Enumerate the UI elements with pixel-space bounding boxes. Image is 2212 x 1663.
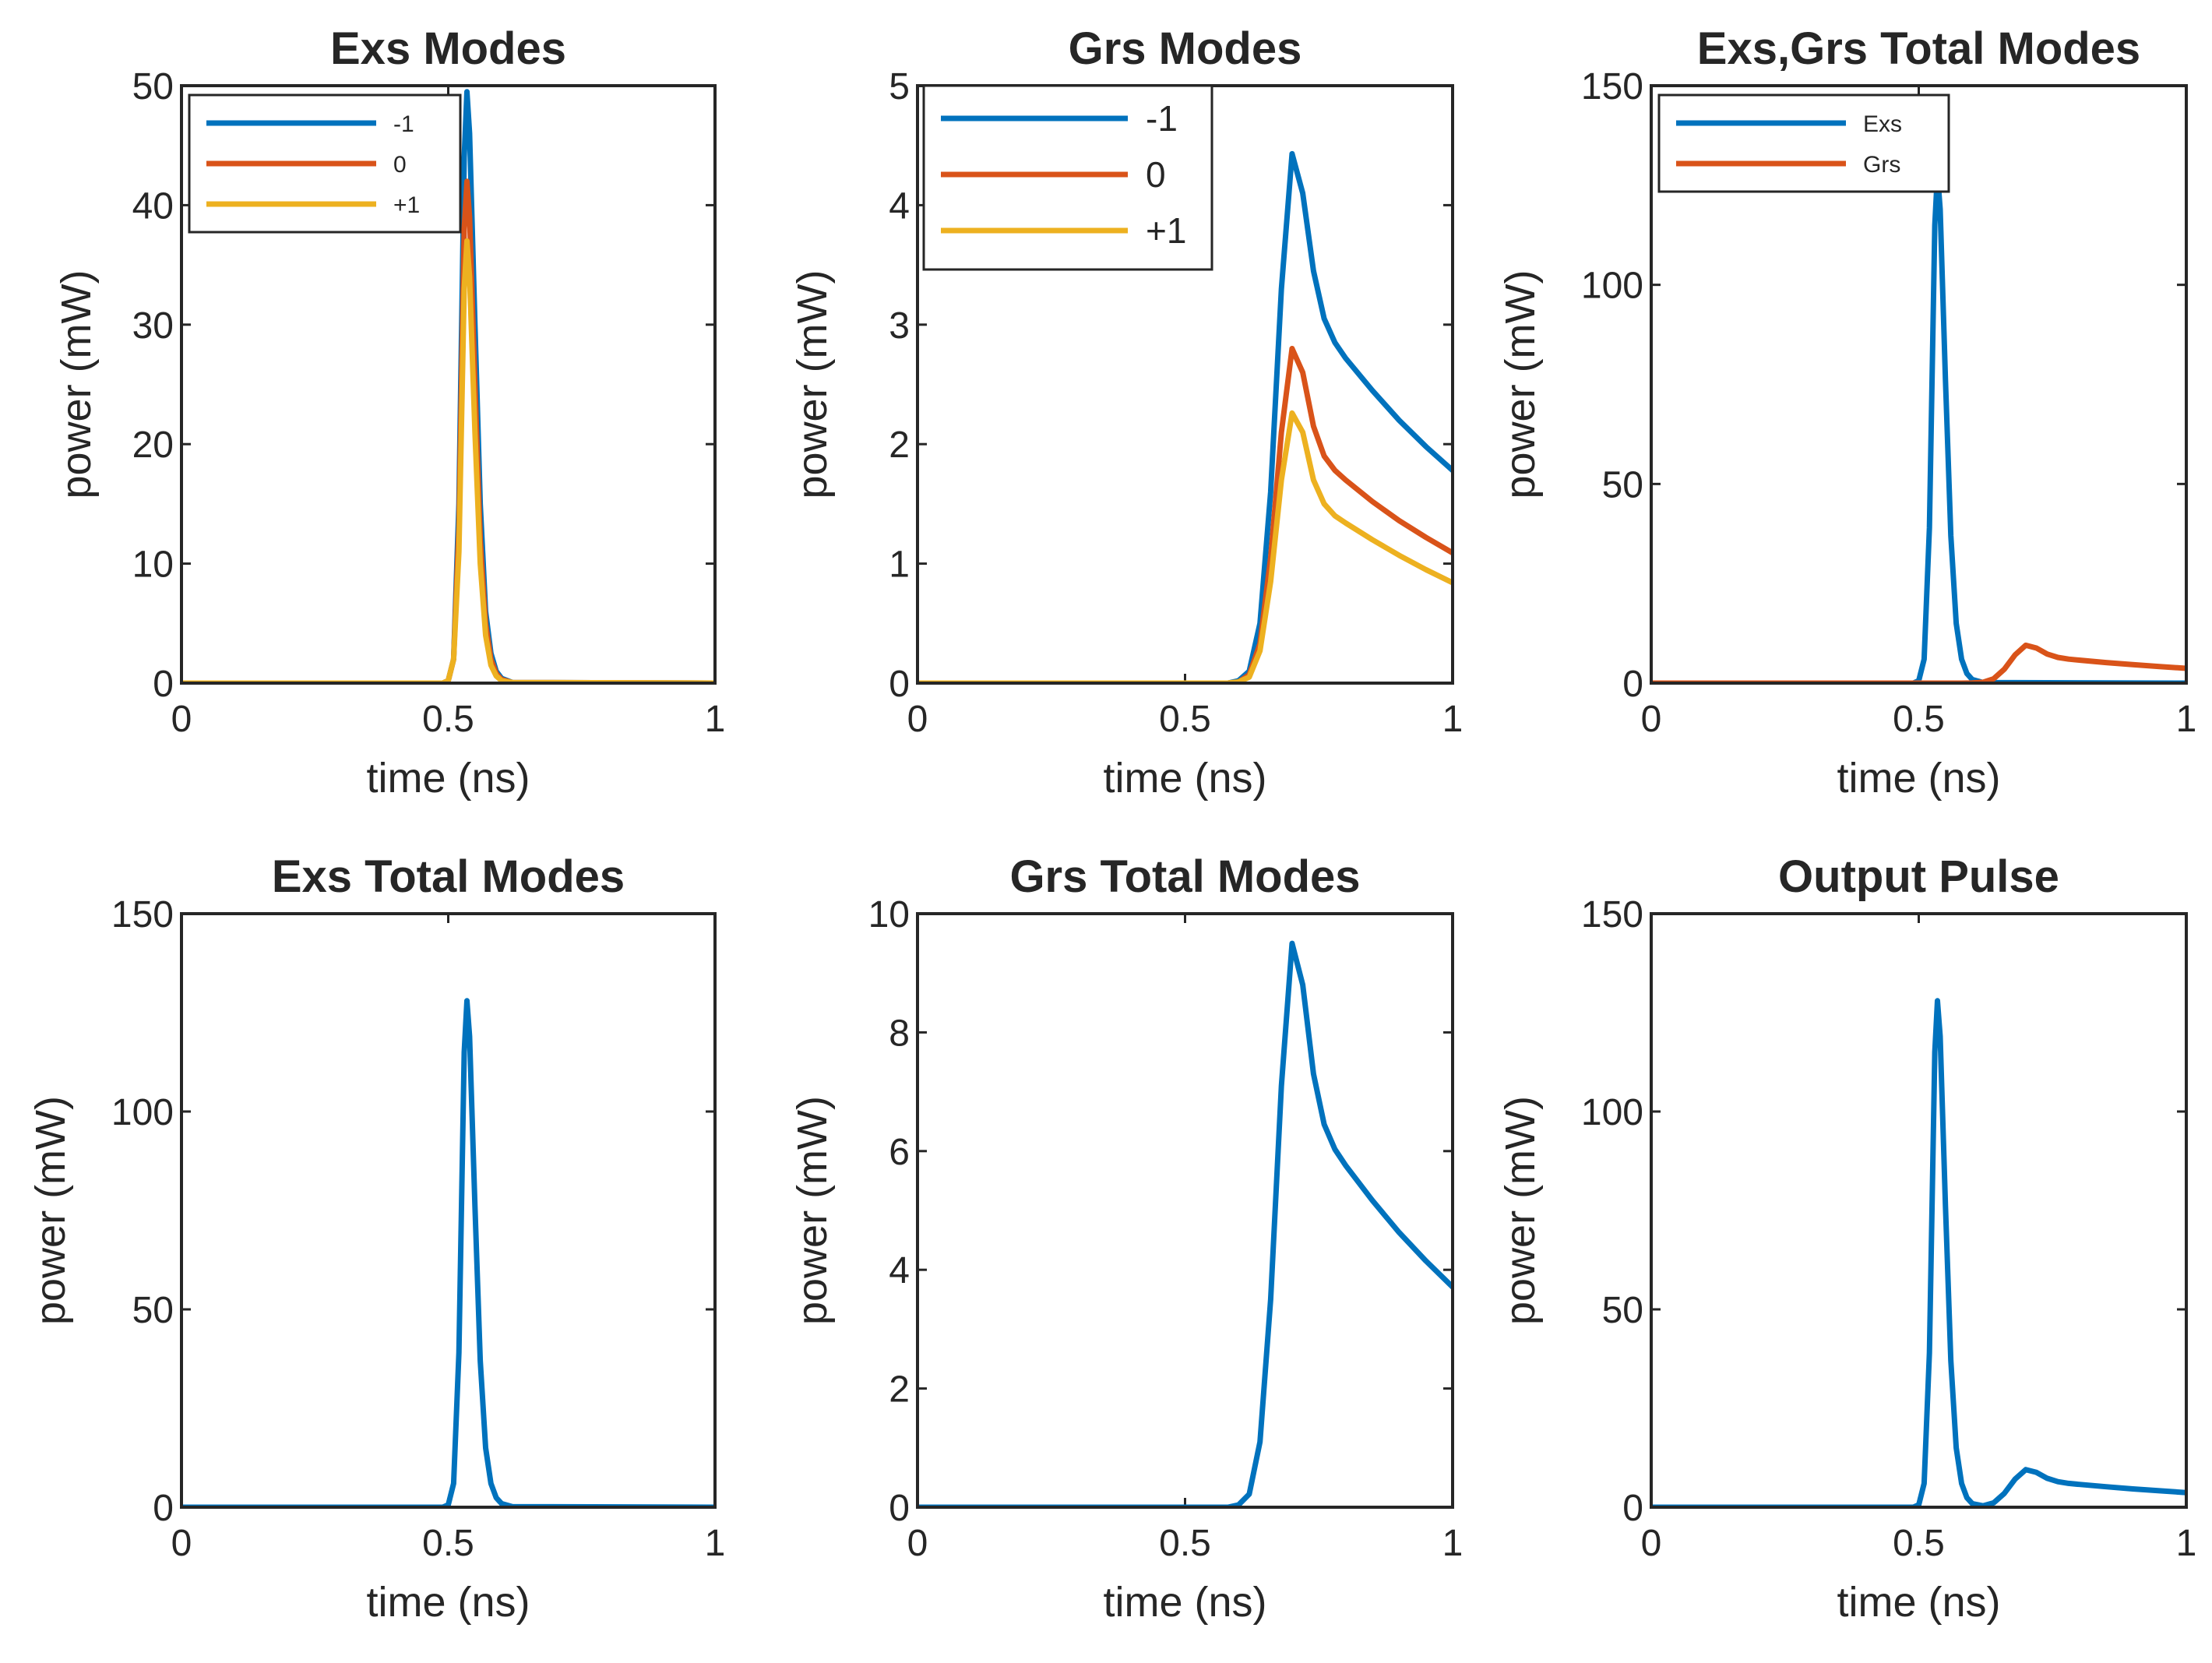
chart-title: Exs,Grs Total Modes	[1697, 23, 2140, 74]
legend: -1 0 +1	[922, 84, 1213, 271]
y-tick-label: 50	[1602, 464, 1643, 506]
y-axis-label: power (mW)	[53, 270, 100, 499]
y-tick-label: 0	[153, 664, 174, 705]
series-line-Exs total	[181, 998, 715, 1507]
y-tick-label: 10	[868, 894, 910, 935]
y-tick-label: 4	[889, 1250, 910, 1291]
legend-label: 0	[393, 152, 407, 178]
legend-label: Grs	[1863, 152, 1900, 178]
chart-title: Grs Modes	[1069, 23, 1302, 74]
chart-title: Grs Total Modes	[1009, 851, 1360, 902]
x-tick-label: 0	[171, 1523, 192, 1564]
axes-frame	[1650, 912, 2188, 1509]
legend-label: +1	[1146, 210, 1186, 251]
y-tick-label: 40	[132, 185, 174, 227]
x-tick-label: 1	[705, 1523, 726, 1564]
series-line-+1	[181, 238, 715, 683]
chart-title: Output Pulse	[1778, 851, 2059, 902]
x-tick-label: 1	[705, 699, 726, 740]
y-tick-label: 150	[111, 894, 174, 935]
y-tick-label: 100	[1581, 1092, 1643, 1133]
x-axis-label: time (ns)	[1103, 755, 1266, 802]
plot-area	[1651, 914, 2186, 1507]
x-axis-label: time (ns)	[366, 1579, 530, 1626]
axes-frame	[180, 84, 717, 685]
y-tick-label: 0	[889, 1488, 910, 1529]
y-tick-label: 6	[889, 1132, 910, 1173]
y-axis-label: power (mW)	[27, 1096, 74, 1325]
x-tick-label: 0	[907, 699, 928, 740]
chart-6: 0 0.5 1 0 50 100 150 Output Pulse time (ns) power…	[1497, 851, 2196, 1626]
x-axis-label: time (ns)	[1837, 1579, 2000, 1626]
x-tick-label: 0.5	[1159, 1523, 1211, 1564]
y-tick-label: 20	[132, 425, 174, 466]
x-tick-label: 1	[1442, 699, 1464, 740]
x-axis-label: time (ns)	[1103, 1579, 1266, 1626]
chart-2: 0 0.5 1 0 1 2 3 4 5 Grs Modes time (ns) power (mW) -…	[789, 23, 1463, 802]
chart-title: Exs Modes	[330, 23, 566, 74]
y-tick-label: 50	[132, 1290, 174, 1331]
series-line-+1	[918, 410, 1453, 683]
legend-label: -1	[1146, 98, 1178, 139]
y-tick-label: 150	[1581, 894, 1643, 935]
y-tick-label: 0	[153, 1488, 174, 1529]
series-line-Exs	[1651, 171, 2186, 683]
y-tick-label: 2	[889, 425, 910, 466]
legend: Exs Grs	[1657, 93, 1950, 193]
legend-label: -1	[393, 111, 414, 137]
y-axis-label: power (mW)	[789, 1096, 836, 1325]
y-tick-label: 100	[111, 1092, 174, 1133]
y-tick-label: 2	[889, 1369, 910, 1411]
plot-area	[918, 914, 1453, 1507]
y-tick-label: 1	[889, 544, 910, 586]
y-tick-label: 100	[1581, 266, 1643, 307]
x-tick-label: 1	[2176, 699, 2197, 740]
x-tick-label: 0	[1641, 699, 1662, 740]
x-tick-label: 1	[1442, 1523, 1464, 1564]
y-tick-label: 0	[1622, 664, 1643, 705]
plot-area	[181, 914, 715, 1507]
chart-3: 0 0.5 1 0 50 100 150 Exs,Grs Total Modes time (n…	[1497, 23, 2196, 802]
y-axis-label: power (mW)	[789, 270, 836, 499]
y-tick-label: 8	[889, 1013, 910, 1054]
x-tick-label: 0.5	[422, 1523, 474, 1564]
y-tick-label: 4	[889, 185, 910, 227]
legend-box	[1657, 93, 1950, 193]
axes-frame	[1650, 84, 2188, 685]
axes-frame	[180, 912, 717, 1509]
axes-frame	[916, 912, 1454, 1509]
y-tick-label: 50	[1602, 1290, 1643, 1331]
chart-title: Exs Total Modes	[272, 851, 625, 902]
x-tick-label: 0	[907, 1523, 928, 1564]
legend-label: +1	[393, 192, 420, 218]
y-axis-label: power (mW)	[1497, 1096, 1544, 1325]
y-tick-label: 0	[889, 664, 910, 705]
legend-label: 0	[1146, 154, 1166, 195]
y-tick-label: 0	[1622, 1488, 1643, 1529]
x-tick-label: 1	[2176, 1523, 2197, 1564]
chart-4: 0 0.5 1 0 50 100 150 Exs Total Modes time (ns) po…	[27, 851, 725, 1626]
x-tick-label: 0	[171, 699, 192, 740]
y-axis-label: power (mW)	[1497, 270, 1544, 499]
series-line-Grs total	[918, 940, 1453, 1507]
x-tick-label: 0.5	[1159, 699, 1211, 740]
legend: -1 0 +1	[188, 93, 462, 234]
y-tick-label: 50	[132, 66, 174, 107]
legend-label: Exs	[1863, 111, 1902, 137]
x-tick-label: 0.5	[1893, 1523, 1945, 1564]
y-tick-label: 5	[889, 66, 910, 107]
y-tick-label: 10	[132, 544, 174, 586]
x-tick-label: 0.5	[422, 699, 474, 740]
series-line-Output	[1651, 998, 2186, 1507]
y-tick-label: 30	[132, 305, 174, 347]
x-tick-label: 0.5	[1893, 699, 1945, 740]
x-tick-label: 0	[1641, 1523, 1662, 1564]
x-axis-label: time (ns)	[1837, 755, 2000, 802]
x-axis-label: time (ns)	[366, 755, 530, 802]
y-tick-label: 3	[889, 305, 910, 347]
y-tick-label: 150	[1581, 66, 1643, 107]
